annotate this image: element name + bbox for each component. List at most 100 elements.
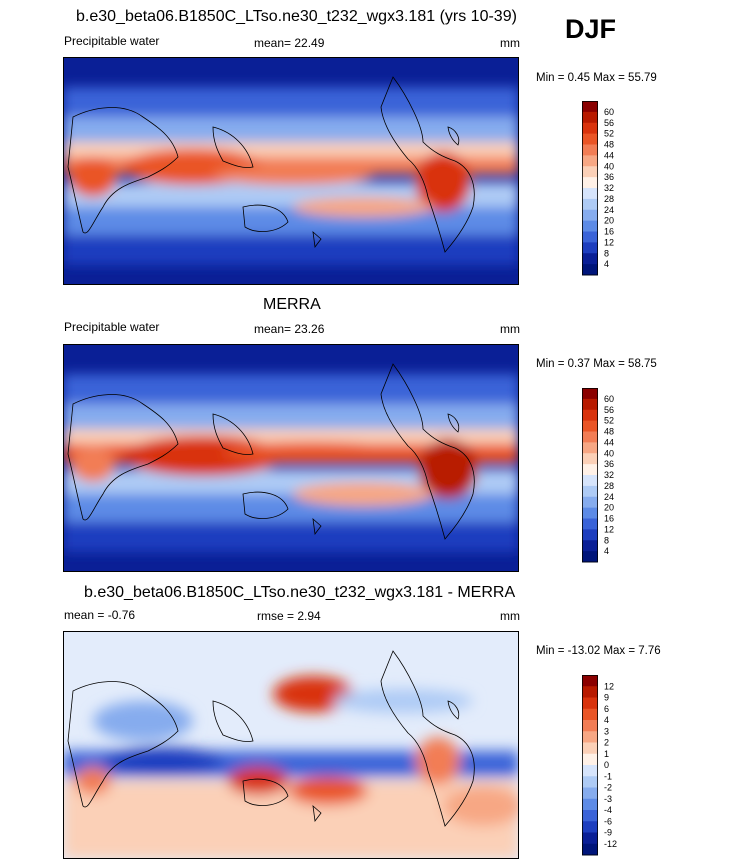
colorbar-swatch <box>582 475 598 487</box>
panel-3-title: b.e30_beta06.B1850C_LTso.ne30_t232_wgx3.… <box>84 584 516 601</box>
colorbar-swatch <box>582 431 598 443</box>
colorbar-swatch <box>582 133 598 145</box>
colorbar-swatch <box>582 843 598 856</box>
colorbar-tick-label: -3 <box>604 794 612 804</box>
panel-3-units-label: mm <box>500 609 520 623</box>
panel-1-title: b.e30_beta06.B1850C_LTso.ne30_t232_wgx3.… <box>76 8 517 25</box>
colorbar-swatch <box>582 518 598 530</box>
colorbar-tick-label: -2 <box>604 783 612 793</box>
colorbar-swatch <box>582 821 598 833</box>
colorbar-tick-label: 24 <box>604 492 614 502</box>
colorbar-tick-label: 56 <box>604 118 614 128</box>
panel-2-minmax-label: Min = 0.37 Max = 58.75 <box>536 358 657 370</box>
colorbar-tick-label: 4 <box>604 715 609 725</box>
colorbar-tick-label: 3 <box>604 726 609 736</box>
colorbar-swatch <box>582 697 598 710</box>
colorbar-tick-label: 44 <box>604 150 614 160</box>
colorbar-tick-label: 32 <box>604 183 614 193</box>
colorbar-tick-label: -1 <box>604 771 612 781</box>
colorbar-tick-label: 0 <box>604 760 609 770</box>
colorbar-tick-label: 16 <box>604 227 614 237</box>
colorbar-swatch <box>582 529 598 541</box>
panel-2-map <box>63 344 519 572</box>
colorbar-swatch <box>582 742 598 755</box>
colorbar-swatch <box>582 453 598 465</box>
colorbar-swatch <box>582 420 598 432</box>
colorbar-swatch <box>582 101 598 113</box>
colorbar-tick-label: 40 <box>604 161 614 171</box>
colorbar-tick-label: -4 <box>604 805 612 815</box>
colorbar-swatch <box>582 409 598 422</box>
colorbar-swatch <box>582 209 598 222</box>
colorbar-swatch <box>582 708 598 721</box>
colorbar-swatch <box>582 753 598 766</box>
panel-1-map <box>63 57 519 285</box>
colorbar-tick-label: 52 <box>604 129 614 139</box>
colorbar-swatch <box>582 264 598 276</box>
panel-3-coastlines <box>67 650 475 827</box>
colorbar-swatch <box>582 507 598 519</box>
colorbar-swatch <box>582 810 598 822</box>
colorbar-tick-label: 60 <box>604 394 614 404</box>
colorbar-tick-label: 12 <box>604 524 614 534</box>
colorbar-tick-label: 48 <box>604 427 614 437</box>
panel-3-rmse-label: rmse = 2.94 <box>257 609 321 623</box>
colorbar-swatch <box>582 496 598 509</box>
colorbar-tick-label: 36 <box>604 172 614 182</box>
colorbar-tick-label: 16 <box>604 514 614 524</box>
panel-1-coastlines <box>67 76 475 253</box>
panel-1-mean-label: mean= 22.49 <box>254 36 325 50</box>
colorbar-tick-label: 8 <box>604 248 609 258</box>
panel-1-units-label: mm <box>500 36 520 50</box>
colorbar-swatch <box>582 111 598 124</box>
colorbar-swatch <box>582 720 598 732</box>
panel-2-variable-label: Precipitable water <box>64 320 160 334</box>
colorbar-swatch <box>582 198 598 211</box>
colorbar-swatch <box>582 188 598 200</box>
colorbar-frame <box>582 388 598 563</box>
colorbar-swatch <box>582 551 598 563</box>
colorbar-swatch <box>582 122 598 135</box>
colorbar-tick-label: -9 <box>604 828 612 838</box>
colorbar-swatch <box>582 464 598 476</box>
season-label: DJF <box>565 14 617 44</box>
colorbar-tick-label: 24 <box>604 205 614 215</box>
colorbar-tick-label: 56 <box>604 405 614 415</box>
colorbar-swatch <box>582 787 598 800</box>
colorbar-frame <box>582 101 598 276</box>
colorbar-swatch <box>582 177 598 189</box>
colorbar-tick-label: 20 <box>604 216 614 226</box>
colorbar-tick-label: 4 <box>604 546 609 556</box>
colorbar-tick-label: 8 <box>604 535 609 545</box>
colorbar-swatch <box>582 686 598 698</box>
colorbar-tick-label: 36 <box>604 459 614 469</box>
panel-2-title: MERRA <box>263 296 321 313</box>
colorbar-tick-label: 28 <box>604 481 614 491</box>
panel-2-coastlines <box>67 363 475 540</box>
colorbar-tick-label: -12 <box>604 839 617 849</box>
colorbar-swatch <box>582 798 598 811</box>
colorbar-swatch <box>582 540 598 552</box>
colorbar-tick-label: 6 <box>604 704 609 714</box>
colorbar-swatch <box>582 144 598 156</box>
colorbar-tick-label: 4 <box>604 259 609 269</box>
colorbar-tick-label: 2 <box>604 738 609 748</box>
colorbar-swatch <box>582 155 598 167</box>
colorbar-swatch <box>582 776 598 788</box>
panel-2-mean-label: mean= 23.26 <box>254 322 325 336</box>
panel-1-variable-label: Precipitable water <box>64 34 160 48</box>
colorbar-tick-label: 9 <box>604 693 609 703</box>
colorbar-tick-label: 12 <box>604 237 614 247</box>
colorbar-tick-label: 28 <box>604 194 614 204</box>
colorbar-tick-label: 48 <box>604 140 614 150</box>
colorbar-swatch <box>582 675 598 687</box>
colorbar-tick-label: 12 <box>604 681 614 691</box>
colorbar-tick-label: 44 <box>604 437 614 447</box>
colorbar-swatch <box>582 442 598 454</box>
colorbar-swatch <box>582 388 598 400</box>
colorbar-swatch <box>582 242 598 254</box>
colorbar-swatch <box>582 253 598 265</box>
